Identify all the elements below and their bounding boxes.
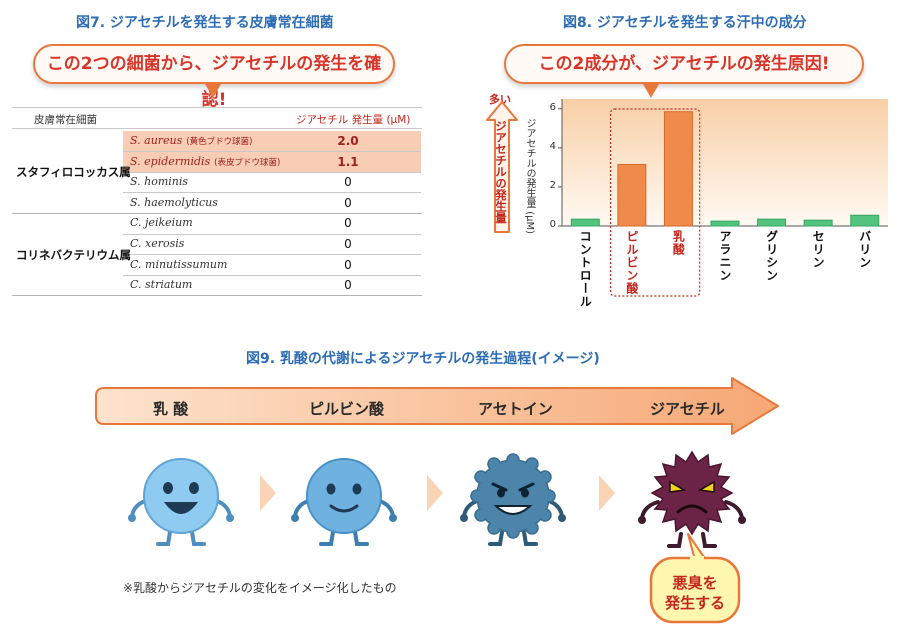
species-common-name: (黄色ブドウ球菌) [186,137,253,147]
row-rule [123,233,421,235]
table-top-rule [12,107,422,108]
genus-label: コリネバクテリウム属 [16,247,131,262]
diacetyl-value: 0 [344,195,352,210]
species-label: S. epidermidis [130,154,211,168]
genus-label: スタフィロコッカス属 [16,165,131,180]
stage-lactic-acid: 乳 酸 [153,400,189,418]
species-label: S. hominis [130,175,189,189]
species-name: C. jeikeium [130,216,193,229]
table-header-left: 皮膚常在細菌 [34,114,97,126]
pyruvic-acid-character-icon [291,458,397,546]
species-name: S. hominis [130,175,188,188]
species-name: C. striatum [130,278,192,291]
fig7-callout: この2つの細菌から、ジアセチルの発生を確認! [33,44,395,110]
arrow-label: ジアセチルの発生量 [494,120,508,224]
diacetyl-value: 0 [344,175,352,190]
table-header-rule [12,128,422,129]
diacetyl-value: 0 [344,237,352,251]
table-row: S. epidermidis (表皮ブドウ球菌) 1.1 [123,151,421,172]
table-row: C. xerosis 0 [123,234,421,254]
species-name: S. epidermidis (表皮ブドウ球菌) [130,155,280,168]
arrow-right-icon [427,475,443,511]
sweat-component-chart [558,99,888,297]
bar [757,218,787,227]
y-tick-label: 6 [549,101,556,113]
diacetyl-value: 0 [344,278,352,293]
row-rule [123,254,421,256]
row-rule [123,274,421,276]
y-tick-label: 4 [549,140,556,152]
species-label: C. jeikeium [130,216,193,230]
diacetyl-value: 0 [344,216,352,231]
fig7-callout-text: この2つの細菌から、ジアセチルの発生を確認! [46,54,382,110]
stage-diacetyl: ジアセチル [650,400,725,418]
fig8-callout-text: この2成分が、ジアセチルの発生原因! [538,54,830,74]
more-label: 多い [489,93,511,106]
diacetyl-character-icon [638,450,746,548]
lactic-acid-character-icon [128,458,234,546]
fig8-callout-tail [643,84,659,98]
species-name: C. xerosis [130,237,184,250]
increase-arrow-icon [486,101,518,233]
x-category-label: 乳酸 [671,230,686,256]
arrow-right-icon [260,475,276,511]
diacetyl-value: 0 [344,257,352,272]
group-rule [12,295,422,297]
species-label: C. xerosis [130,237,185,250]
x-category-label: コントロール [578,230,593,308]
table-row: C. minutissumum 0 [123,255,421,275]
diacetyl-value: 1.1 [337,154,359,169]
bar [663,111,693,227]
bad-smell-badge [649,533,741,624]
bar [803,219,833,227]
bad-smell-text: 悪臭を 発生する [651,573,739,613]
group-rule [12,212,422,214]
row-rule [123,171,421,173]
highlight-dotted-box [609,108,701,297]
table-row: C. striatum 0 [123,275,421,295]
fig9-title: 図9. 乳酸の代謝によるジアセチルの発生過程(イメージ) [246,351,600,367]
species-label: S. haemolyticus [130,195,218,209]
stage-pyruvic-acid: ピルビン酸 [309,400,385,418]
y-tick-label: 0 [549,219,556,230]
x-category-label: グリシン [764,230,779,282]
species-label: C. striatum [130,278,193,292]
species-common-name: (表皮ブドウ球菌) [214,157,281,168]
diacetyl-value: 2.0 [337,134,359,148]
fig8-title: 図8. ジアセチルを発生する汗中の成分 [563,15,807,31]
species-label: S. aureus [130,134,183,147]
arrow-right-icon [599,475,615,511]
table-row: C. jeikeium 0 [123,213,421,233]
row-rule [123,192,421,194]
fig9-footnote: ※乳酸からジアセチルの変化をイメージ化したもの [123,581,397,595]
bar [617,163,647,227]
table-header-right: ジアセチル 発生量 (μM) [296,114,411,126]
species-name: S. aureus (黄色ブドウ球菌) [130,134,252,147]
table-row: S. aureus (黄色ブドウ球菌) 2.0 [123,131,421,151]
bad-smell-line-2: 発生する [664,594,725,612]
table-row: S. haemolyticus 0 [123,193,421,213]
species-name: S. haemolyticus [130,196,218,209]
fig8-callout: この2成分が、ジアセチルの発生原因! [504,44,864,84]
table-row: S. hominis 0 [123,172,421,192]
bar [570,218,600,227]
bad-smell-line-1: 悪臭を [672,574,718,592]
fig7-callout-tail [205,84,221,98]
bar [850,214,880,227]
bar [710,220,740,227]
y-tick-label: 2 [549,179,556,191]
x-category-label: セリン [811,230,826,269]
stage-acetoin: アセトイン [478,400,553,418]
fig7-title: 図7. ジアセチルを発生する皮膚常在細菌 [76,15,334,31]
acetoin-character-icon [460,453,566,546]
species-label: C. minutissumum [130,257,228,271]
x-category-label: ピルビン酸 [624,230,639,295]
process-arrow [95,377,779,435]
plot-background [562,99,888,226]
species-name: C. minutissumum [130,258,227,271]
x-category-label: バリン [857,230,872,269]
y-axis-label: ジアセチルの発生量 (μM) [524,118,535,234]
x-category-label: アラニン [718,230,732,282]
